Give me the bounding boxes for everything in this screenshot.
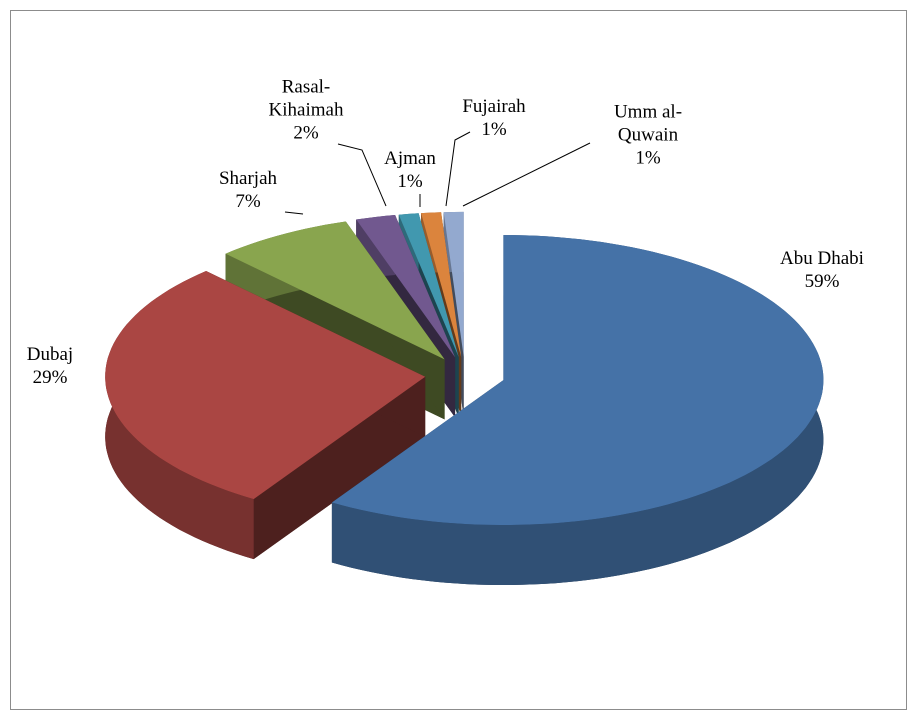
value-label: 2% <box>293 122 319 144</box>
leader-line <box>445 131 471 207</box>
leader-line <box>462 142 591 207</box>
data-label: Sharjah 7% <box>203 167 293 213</box>
leader-lines <box>284 131 591 215</box>
data-label: Abu Dhabi 59% <box>762 247 882 293</box>
data-label: Ajman 1% <box>375 147 445 193</box>
value-label: 1% <box>635 147 661 169</box>
slice <box>105 271 426 500</box>
value-label: 59% <box>804 271 840 292</box>
slice <box>331 235 824 525</box>
slice <box>356 215 456 358</box>
value-label: 1% <box>481 119 507 140</box>
value-label: 7% <box>235 191 261 212</box>
slice-group <box>331 235 824 585</box>
data-label: Rasal-Kihaimah 2% <box>266 76 346 145</box>
data-label: Dubaj 29% <box>5 343 95 389</box>
category-label: Rasal-Kihaimah <box>268 76 344 121</box>
slice-wall <box>253 376 426 560</box>
value-label: 29% <box>32 367 68 388</box>
slice-group <box>105 271 426 560</box>
leader-line <box>284 211 304 215</box>
pie <box>105 211 824 585</box>
slice <box>421 212 462 357</box>
leader-line <box>337 143 387 207</box>
slice <box>398 213 459 358</box>
data-label: Fujairah 1% <box>449 95 539 141</box>
category-label: Umm al-Quwain <box>613 101 683 146</box>
value-label: 1% <box>397 171 423 192</box>
category-label: Fujairah <box>462 96 526 117</box>
slice <box>225 221 445 360</box>
slice <box>443 211 464 357</box>
category-label: Ajman <box>384 148 436 169</box>
category-label: Abu Dhabi <box>780 248 864 269</box>
category-label: Sharjah <box>218 168 278 189</box>
data-label: Umm al-Quwain 1% <box>608 101 688 170</box>
category-label: Dubaj <box>26 344 74 365</box>
